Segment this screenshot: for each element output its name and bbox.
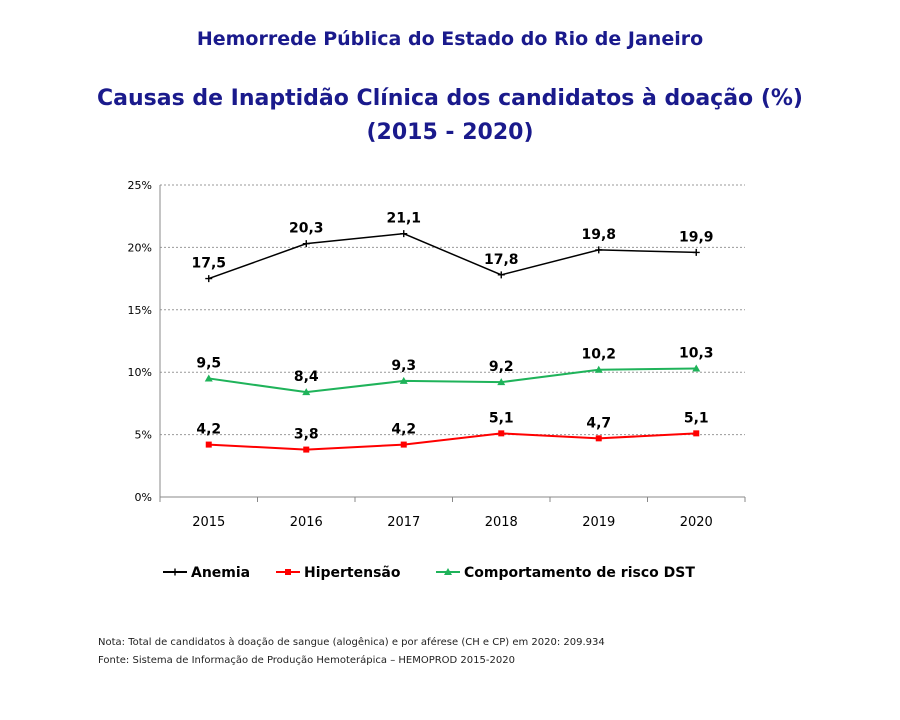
data-label: 4,2 [391, 422, 416, 438]
data-point [400, 441, 407, 448]
data-point [205, 441, 212, 448]
x-tick-label: 2018 [485, 515, 518, 530]
series-line [208, 232, 697, 280]
y-tick-label: 10% [128, 366, 152, 379]
data-label: 10,2 [581, 347, 616, 363]
data-point [595, 246, 603, 254]
data-label: 10,3 [679, 345, 714, 361]
x-tick-label: 2020 [680, 515, 713, 530]
data-point [400, 230, 408, 238]
data-label: 9,5 [196, 355, 221, 371]
data-label: 21,1 [386, 211, 421, 227]
data-point [302, 240, 310, 248]
x-tick-label: 2015 [192, 515, 225, 530]
x-tick-label: 2016 [290, 515, 323, 530]
data-label: 5,1 [489, 410, 514, 426]
legend-label: Anemia [191, 565, 250, 581]
data-label: 19,9 [679, 229, 714, 245]
footnote-note: Nota: Total de candidatos à doação de sa… [98, 637, 605, 648]
data-point [399, 376, 408, 384]
data-point [498, 430, 505, 437]
x-tick-label: 2019 [582, 515, 615, 530]
data-point [444, 568, 452, 575]
data-point [692, 248, 700, 256]
y-tick-label: 0% [135, 491, 152, 504]
y-tick-label: 25% [128, 179, 152, 192]
data-label: 20,3 [289, 221, 324, 237]
data-point [285, 569, 291, 575]
series-line [208, 367, 697, 394]
data-point [497, 378, 506, 386]
data-point [595, 435, 602, 442]
data-label: 4,7 [586, 415, 611, 431]
data-label: 4,2 [196, 422, 221, 438]
data-point [693, 430, 700, 437]
data-point [692, 364, 701, 372]
y-tick-label: 20% [128, 241, 152, 254]
data-label: 5,1 [684, 410, 709, 426]
data-point [171, 568, 179, 576]
y-tick-label: 15% [128, 304, 152, 317]
legend-label: Hipertensão [304, 565, 401, 581]
data-label: 19,8 [581, 227, 616, 243]
data-point [594, 365, 603, 373]
chart-title-line1: Causas de Inaptidão Clínica dos candidat… [97, 86, 803, 111]
data-point [205, 275, 213, 283]
data-point [497, 271, 505, 279]
footnote-source: Fonte: Sistema de Informação de Produção… [98, 655, 515, 666]
organization-title: Hemorrede Pública do Estado do Rio de Ja… [196, 28, 704, 50]
data-label: 17,8 [484, 252, 519, 268]
chart-title-line2: (2015 - 2020) [366, 120, 534, 145]
data-label: 3,8 [294, 427, 319, 443]
data-label: 9,2 [489, 359, 514, 375]
data-point [204, 374, 213, 382]
x-tick-label: 2017 [387, 515, 420, 530]
y-tick-label: 5% [135, 429, 152, 442]
series-line [208, 432, 697, 451]
legend-label: Comportamento de risco DST [464, 565, 695, 581]
chart-title: Causas de Inaptidão Clínica dos candidat… [0, 82, 900, 150]
data-label: 8,4 [294, 369, 319, 385]
data-label: 17,5 [191, 256, 226, 272]
data-point [302, 388, 311, 396]
data-label: 9,3 [391, 358, 416, 374]
data-point [303, 446, 310, 453]
